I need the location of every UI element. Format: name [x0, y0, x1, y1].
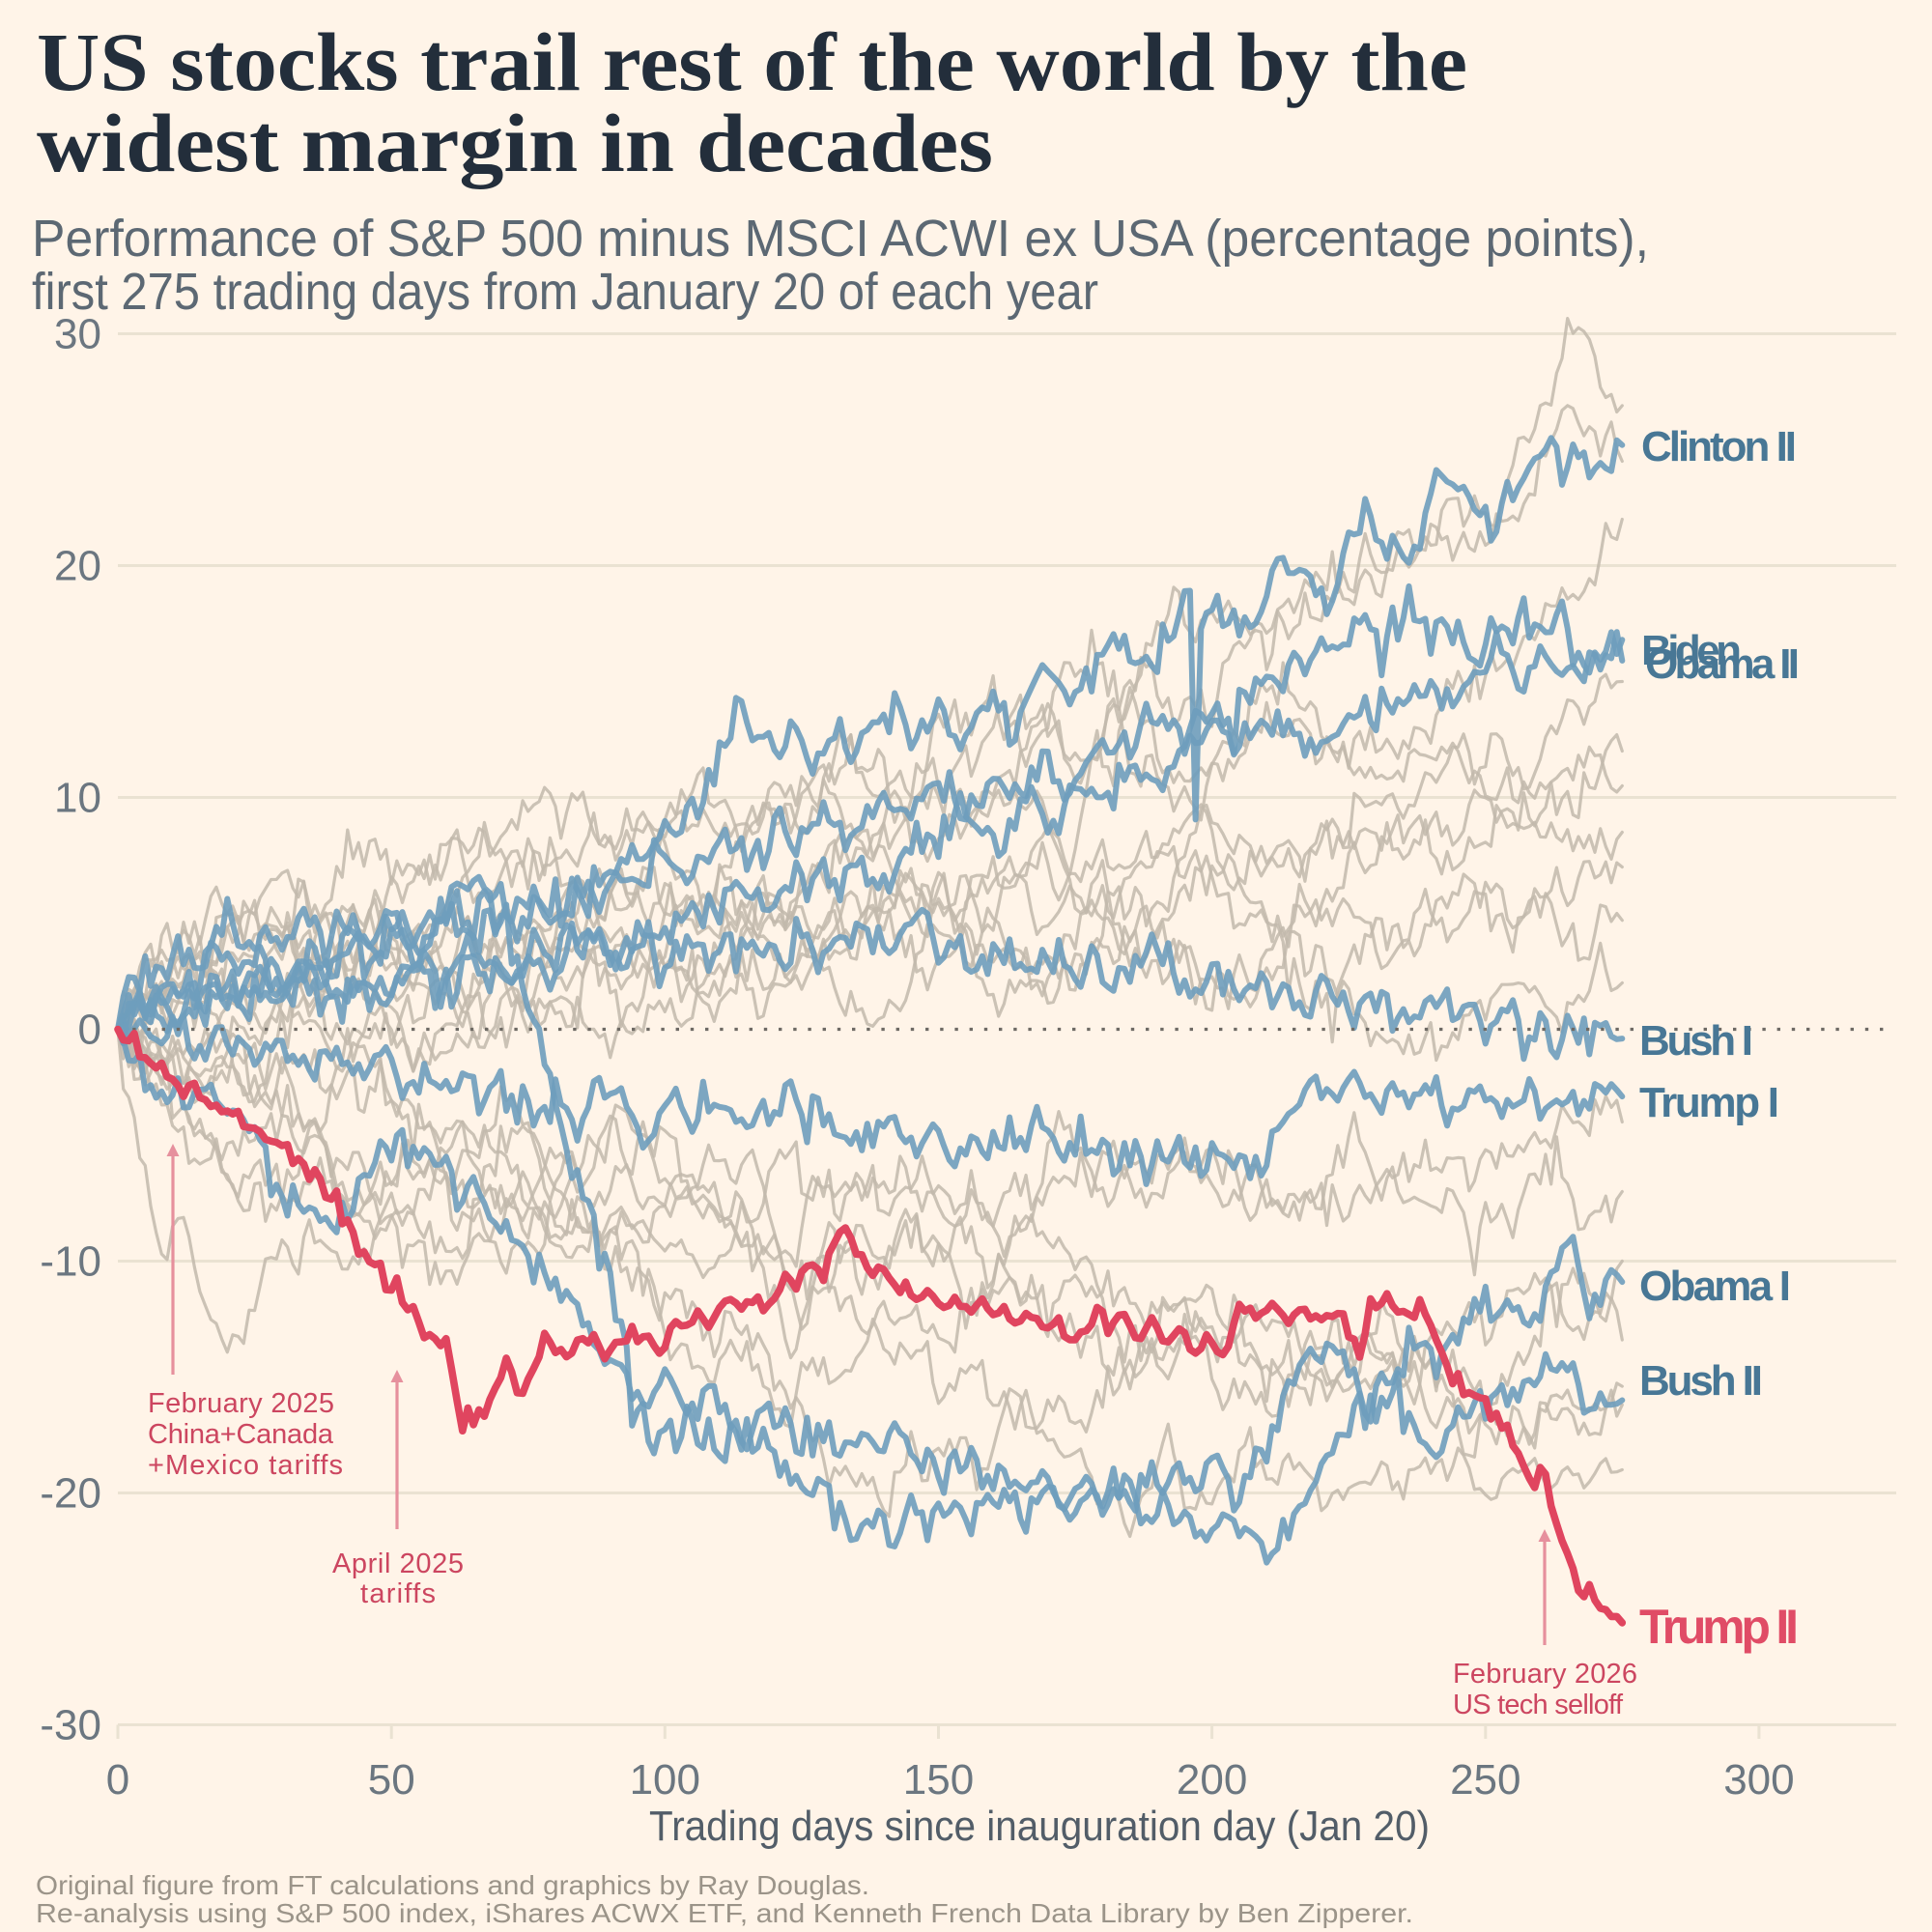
svg-text:100: 100 [630, 1756, 700, 1804]
svg-text:February 2026: February 2026 [1453, 1659, 1637, 1690]
svg-text:250: 250 [1450, 1756, 1520, 1804]
svg-text:tariffs: tariffs [360, 1578, 436, 1609]
svg-text:Biden: Biden [1641, 627, 1742, 674]
svg-text:150: 150 [903, 1756, 974, 1804]
svg-text:Bush I: Bush I [1639, 1017, 1753, 1065]
svg-text:30: 30 [54, 311, 101, 358]
svg-text:Original figure from FT calcul: Original figure from FT calculations and… [36, 1870, 869, 1900]
svg-text:300: 300 [1723, 1756, 1794, 1804]
svg-text:10: 10 [54, 775, 101, 822]
svg-text:widest margin in decades: widest margin in decades [37, 97, 993, 189]
svg-text:Trump II: Trump II [1639, 1600, 1799, 1654]
svg-text:February 2025: February 2025 [148, 1388, 334, 1419]
svg-text:Trading days since inauguratio: Trading days since inauguration day (Jan… [649, 1803, 1430, 1850]
svg-text:Trump I: Trump I [1639, 1079, 1779, 1126]
svg-text:-30: -30 [40, 1702, 101, 1749]
svg-text:April 2025: April 2025 [332, 1548, 464, 1579]
svg-text:Clinton II: Clinton II [1641, 423, 1797, 470]
svg-text:50: 50 [368, 1756, 415, 1804]
svg-text:Performance of S&P 500 minus M: Performance of S&P 500 minus MSCI ACWI e… [32, 210, 1649, 268]
svg-text:0: 0 [78, 1007, 101, 1054]
svg-text:Re-analysis using S&P 500 inde: Re-analysis using S&P 500 index, iShares… [36, 1898, 1413, 1928]
svg-text:Obama II: Obama II [1645, 640, 1800, 688]
svg-text:US stocks trail rest of the wo: US stocks trail rest of the world by the [37, 15, 1467, 108]
svg-text:-10: -10 [40, 1238, 101, 1286]
svg-text:US tech selloff: US tech selloff [1453, 1690, 1624, 1720]
svg-text:China+Canada: China+Canada [148, 1419, 334, 1450]
svg-text:first 275 trading days from Ja: first 275 trading days from January 20 o… [32, 263, 1098, 321]
svg-text:+Mexico tariffs: +Mexico tariffs [148, 1450, 343, 1481]
svg-text:200: 200 [1177, 1756, 1247, 1804]
svg-text:0: 0 [106, 1756, 129, 1804]
svg-text:Bush II: Bush II [1639, 1357, 1763, 1405]
svg-text:20: 20 [54, 543, 101, 590]
svg-text:-20: -20 [40, 1470, 101, 1518]
svg-text:Obama I: Obama I [1639, 1263, 1791, 1310]
